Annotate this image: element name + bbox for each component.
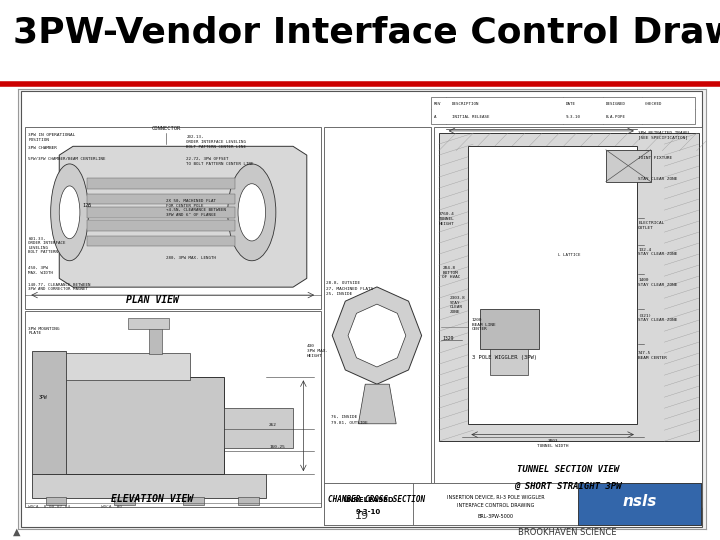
Text: 3PW: 3PW [39, 395, 48, 400]
Text: 9-3-10: 9-3-10 [566, 116, 580, 119]
Ellipse shape [238, 184, 266, 241]
Text: INSERTION DEVICE, RI-3 POLE WIGGLER: INSERTION DEVICE, RI-3 POLE WIGGLER [447, 495, 545, 500]
Text: B.A.POPE: B.A.POPE [606, 116, 625, 119]
Text: 284.8
BOTTOM
OF HVAC: 284.8 BOTTOM OF HVAC [442, 266, 461, 279]
Text: 3PW-Vendor Interface Control Drawing: 3PW-Vendor Interface Control Drawing [13, 16, 720, 50]
Text: 160.25: 160.25 [269, 445, 284, 449]
Text: 262: 262 [269, 423, 277, 427]
Bar [324, 483, 701, 525]
Text: 125: 125 [82, 203, 91, 208]
Text: 79.81, OUTSIDE: 79.81, OUTSIDE [331, 421, 368, 424]
Text: 2X 50, MACHINED FLAT
FOR CENTER POLE
+4.5N, CLEARANCE BETWEEN
3PW AND 6" OF FLAN: 2X 50, MACHINED FLAT FOR CENTER POLE +4.… [166, 199, 226, 217]
Text: DESIGNED: DESIGNED [606, 102, 625, 106]
Text: 3PW RETRACTED TRAVEL
[SEE SPECIFICATION]: 3PW RETRACTED TRAVEL [SEE SPECIFICATION] [638, 131, 690, 139]
Bar [480, 309, 539, 349]
Text: 450, 3PW
MAX. WIDTH: 450, 3PW MAX. WIDTH [28, 266, 53, 275]
Text: REV: REV [434, 102, 441, 106]
Text: DESCRIPTION: DESCRIPTION [451, 102, 480, 106]
Text: BRL-3PW-5000: BRL-3PW-5000 [478, 514, 514, 519]
Bar [578, 483, 701, 525]
Polygon shape [359, 384, 396, 424]
Bar [87, 194, 235, 205]
Text: L LATTICE: L LATTICE [558, 253, 580, 256]
Text: 280, 3PW MAX. LENGTH: 280, 3PW MAX. LENGTH [166, 256, 216, 260]
Bar [45, 497, 66, 505]
Bar [25, 126, 320, 309]
Text: 3PW MOUNTING
PLATE: 3PW MOUNTING PLATE [28, 327, 60, 335]
Text: INTERFACE CONTROL DRAWING: INTERFACE CONTROL DRAWING [457, 503, 534, 509]
Bar [431, 97, 696, 124]
Text: 1400
STAY CLEAR ZONE: 1400 STAY CLEAR ZONE [638, 278, 678, 287]
Bar [469, 146, 637, 423]
Bar [32, 474, 266, 498]
Text: 601.33,
ORDER INTERFACE
LEVELING
BOLT PATTERN: 601.33, ORDER INTERFACE LEVELING BOLT PA… [28, 237, 66, 254]
Text: 3803
TUNNEL WIDTH: 3803 TUNNEL WIDTH [537, 439, 568, 448]
Polygon shape [59, 146, 307, 287]
Text: 27, MACHINED FLATS: 27, MACHINED FLATS [326, 286, 373, 291]
Bar [87, 178, 235, 189]
Bar [45, 377, 225, 474]
Text: 202.13,
ORDER INTERFACE LEVELING
BOLT PATTERN CENTER LINE: 202.13, ORDER INTERFACE LEVELING BOLT PA… [186, 136, 246, 148]
Bar [413, 483, 578, 525]
Text: ▲: ▲ [13, 526, 20, 537]
Text: 1329: 1329 [442, 336, 454, 341]
Bar [324, 483, 413, 525]
Text: 3PW IN OPERATIONAL
POSITION: 3PW IN OPERATIONAL POSITION [28, 133, 76, 141]
Text: CHECKED: CHECKED [645, 102, 662, 106]
Bar [438, 133, 698, 441]
Text: JOINT FIXTURE: JOINT FIXTURE [638, 156, 672, 160]
Bar [606, 150, 651, 181]
Polygon shape [332, 287, 422, 384]
Text: (321)
STAY CLEAR ZONE: (321) STAY CLEAR ZONE [638, 314, 678, 322]
Ellipse shape [50, 164, 89, 261]
Text: 3 POLE WIGGLER (3PW): 3 POLE WIGGLER (3PW) [472, 355, 537, 360]
Bar [87, 235, 235, 246]
Text: STAY CLEAR ZONE: STAY CLEAR ZONE [638, 177, 678, 181]
Text: nsls: nsls [622, 494, 657, 509]
Text: UNRELEASED: UNRELEASED [343, 497, 395, 503]
Bar [128, 318, 169, 329]
Text: 747.5
BEAM CENTER: 747.5 BEAM CENTER [638, 351, 667, 360]
Text: 76, INSIDE: 76, INSIDE [331, 415, 357, 419]
Bar [490, 349, 528, 375]
Ellipse shape [228, 164, 276, 261]
Bar [114, 497, 135, 505]
Bar [87, 207, 235, 218]
Text: 9-3-10: 9-3-10 [356, 509, 382, 515]
Bar [225, 408, 293, 448]
Bar [66, 353, 190, 380]
Text: PLAN VIEW: PLAN VIEW [126, 295, 179, 305]
Text: 1200
BEAM LINE
CENTER: 1200 BEAM LINE CENTER [472, 318, 495, 331]
Text: CHAMBER CROSS SECTION: CHAMBER CROSS SECTION [328, 495, 426, 504]
Text: ELECTRICAL
OUTLET: ELECTRICAL OUTLET [638, 221, 665, 229]
Polygon shape [348, 304, 406, 367]
Text: A: A [434, 116, 436, 119]
Text: 5PW/3PW CHAMBER/BEAM CENTERLINE: 5PW/3PW CHAMBER/BEAM CENTERLINE [28, 157, 106, 161]
Text: 3PW CHAMBER: 3PW CHAMBER [28, 146, 57, 150]
Text: 25, INSIDE: 25, INSIDE [326, 292, 352, 296]
Text: 430
3PW MAX.
HEIGHT: 430 3PW MAX. HEIGHT [307, 345, 328, 357]
Text: WDCA  8.00.07.04: WDCA 8.00.07.04 [28, 505, 71, 509]
Bar [32, 351, 66, 474]
Text: CONNECTOR: CONNECTOR [151, 126, 181, 131]
Ellipse shape [59, 186, 80, 239]
Bar [238, 497, 258, 505]
Text: 140.77, CLEARANCE BETWEEN
3PW AND CORRECTOR MAGNET: 140.77, CLEARANCE BETWEEN 3PW AND CORREC… [28, 283, 91, 292]
Text: ELEVATION VIEW: ELEVATION VIEW [111, 494, 193, 504]
Text: INITIAL RELEASE: INITIAL RELEASE [451, 116, 489, 119]
Text: 132.4
STAY CLEAR ZONE: 132.4 STAY CLEAR ZONE [638, 247, 678, 256]
Text: 2303.8
STAY
CLEAR
ZONE: 2303.8 STAY CLEAR ZONE [450, 296, 466, 314]
Bar [434, 126, 702, 507]
Text: 28.8, OUTSIDE: 28.8, OUTSIDE [326, 281, 360, 285]
Text: BROOKHAVEN SCIENCE: BROOKHAVEN SCIENCE [518, 528, 617, 537]
Bar [148, 328, 163, 354]
Bar [87, 220, 235, 231]
Text: 22.72, 3PW OFFSET
TO BOLT PATTERN CENTER LINE: 22.72, 3PW OFFSET TO BOLT PATTERN CENTER… [186, 157, 254, 166]
Text: 19: 19 [355, 511, 369, 521]
Text: TUNNEL SECTION VIEW: TUNNEL SECTION VIEW [517, 465, 619, 474]
Text: WDCA  A0: WDCA A0 [101, 505, 122, 509]
Text: 3760.4
TUNNEL
HEIGHT: 3760.4 TUNNEL HEIGHT [438, 212, 454, 226]
Bar [183, 497, 204, 505]
Text: DATE: DATE [566, 102, 575, 106]
Bar [25, 312, 320, 507]
